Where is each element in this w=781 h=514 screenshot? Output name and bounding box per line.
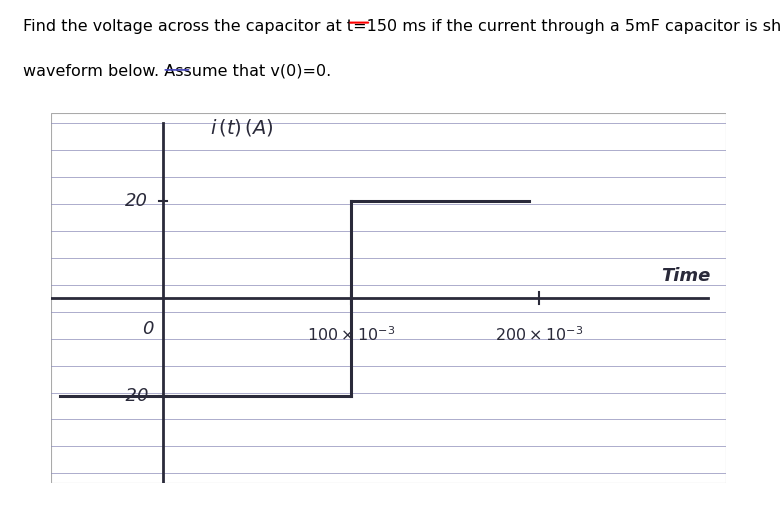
- Text: $200\times10^{-3}$: $200\times10^{-3}$: [494, 325, 583, 343]
- Text: Find the voltage across the capacitor at t=150 ms if the current through a 5mF c: Find the voltage across the capacitor at…: [23, 19, 781, 33]
- Text: 0: 0: [142, 320, 154, 338]
- Text: -20: -20: [119, 387, 148, 405]
- Text: waveform below. Assume that v(0)=0.: waveform below. Assume that v(0)=0.: [23, 64, 332, 79]
- Text: 20: 20: [125, 192, 148, 210]
- Text: $100\times10^{-3}$: $100\times10^{-3}$: [307, 325, 395, 343]
- Text: Time: Time: [661, 267, 710, 285]
- Text: $i\,(t)\,(A)$: $i\,(t)\,(A)$: [210, 117, 274, 138]
